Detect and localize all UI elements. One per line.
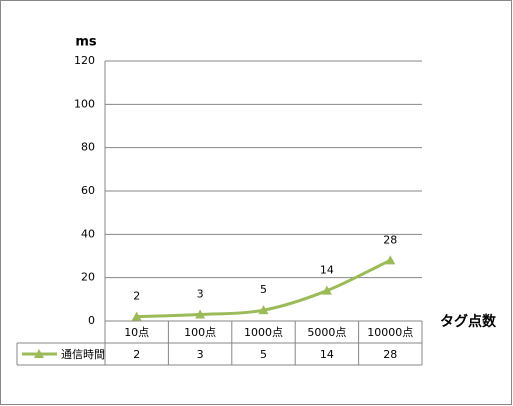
table-value: 14	[320, 348, 334, 361]
y-tick-label: 20	[81, 271, 95, 284]
legend-marker	[34, 349, 44, 358]
x-tick-label: 100点	[184, 326, 216, 339]
marker	[385, 255, 396, 265]
x-tick-label: 10000点	[367, 326, 413, 339]
table-value: 28	[383, 348, 397, 361]
table-value: 5	[260, 348, 267, 361]
data-label: 5	[260, 283, 267, 296]
x-tick-label: 5000点	[307, 326, 346, 339]
x-tick-label: 10点	[124, 326, 149, 339]
data-label: 28	[383, 233, 397, 246]
x-axis-label: タグ点数	[440, 313, 497, 330]
table-value: 2	[133, 348, 140, 361]
data-label: 3	[197, 288, 204, 301]
y-tick-label: 80	[81, 141, 95, 154]
x-tick-label: 1000点	[244, 326, 283, 339]
y-tick-label: 100	[74, 97, 95, 110]
y-tick-label: 0	[88, 314, 95, 327]
y-tick-label: 40	[81, 227, 95, 240]
marker	[195, 309, 206, 319]
y-tick-label: 60	[81, 184, 95, 197]
marker	[321, 285, 332, 295]
y-axis-label: ms	[75, 35, 97, 50]
table-value: 3	[197, 348, 204, 361]
y-tick-label: 120	[74, 54, 95, 67]
legend-label: 通信時間	[61, 348, 105, 361]
data-label: 2	[133, 290, 140, 303]
marker	[258, 305, 269, 315]
data-label: 14	[320, 264, 334, 277]
marker	[131, 311, 142, 321]
